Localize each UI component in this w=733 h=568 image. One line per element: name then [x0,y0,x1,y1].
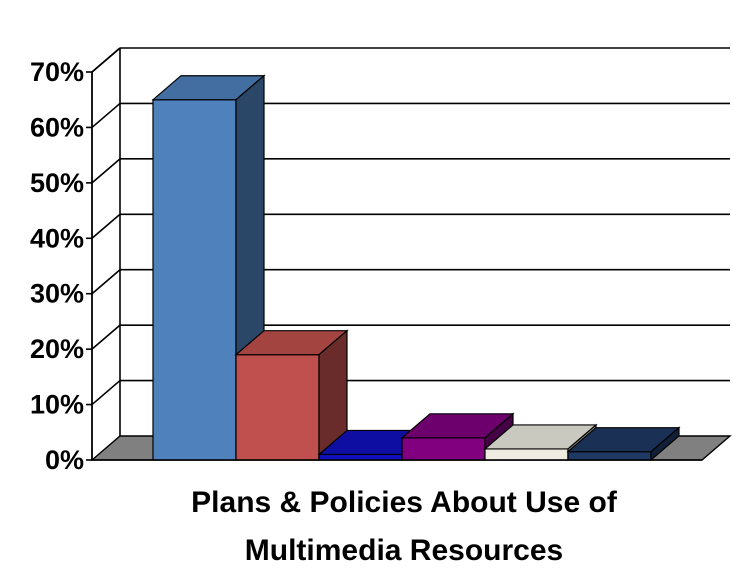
bar-front [235,354,320,461]
wall-gridline-5 [91,158,121,184]
y-tick-label-6: 60% [30,112,84,142]
bar-front [152,99,237,461]
y-tick-label-3: 30% [30,279,84,309]
y-tick-label-7: 70% [30,57,84,87]
x-axis-label-line-1: Plans & Policies About Use of [191,486,618,519]
bar-6 [566,426,681,462]
y-tick-label-2: 20% [30,334,84,364]
bar-side [650,426,680,462]
y-tick-label-0: 0% [45,445,84,475]
bar-front [484,448,569,461]
y-tick-labels: 0% 10% 20% 30% 40% 50% 60% 70% [30,57,84,475]
wall-gridline-4 [91,213,121,239]
wall-gridline-3 [91,269,121,295]
bar-front [567,451,652,461]
wall-gridline-1 [91,379,121,406]
wall-gridline-2 [91,324,121,350]
x-axis-label-line-2: Multimedia Resources [245,534,563,567]
bar-front [401,437,486,461]
y-tick-label-5: 50% [30,168,84,198]
y-tick-label-4: 40% [30,223,84,253]
y-tick-label-1: 10% [30,390,84,420]
bar-2 [234,329,349,462]
wall-top-edge [91,47,121,73]
bars [151,74,681,462]
wall-gridline-6 [91,102,121,129]
axes [86,47,702,461]
bar-front [318,453,403,461]
